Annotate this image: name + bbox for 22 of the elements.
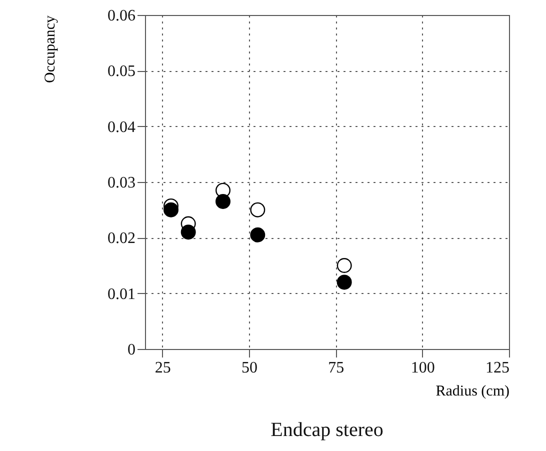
y-tick-label: 0 — [128, 342, 136, 358]
y-tick-label: 0.01 — [108, 286, 136, 303]
text: Endcap stereo — [270, 419, 384, 441]
y-tick-label: 0.02 — [108, 230, 136, 248]
point — [336, 258, 352, 273]
x-tick-label: 100 — [410, 360, 435, 376]
y-axis-title: Occupancy — [42, 15, 58, 83]
point — [250, 227, 266, 242]
point — [180, 224, 196, 240]
x-tick-label: 75 — [328, 360, 344, 376]
y-tick-label: 0.03 — [108, 174, 136, 192]
y-tick-label: 0.06 — [108, 8, 136, 24]
x-axis-title: Radius (cm) — [436, 384, 510, 400]
x-tick-label: 25 — [154, 360, 171, 376]
y-tick-label: 0.04 — [108, 118, 136, 136]
point — [250, 202, 266, 218]
point — [164, 202, 178, 218]
point — [216, 194, 230, 209]
x-tick-label: 125 — [486, 360, 510, 376]
y-tick-label: 0.05 — [108, 63, 136, 80]
point — [336, 274, 352, 290]
x-tick-label: 50 — [242, 360, 258, 376]
